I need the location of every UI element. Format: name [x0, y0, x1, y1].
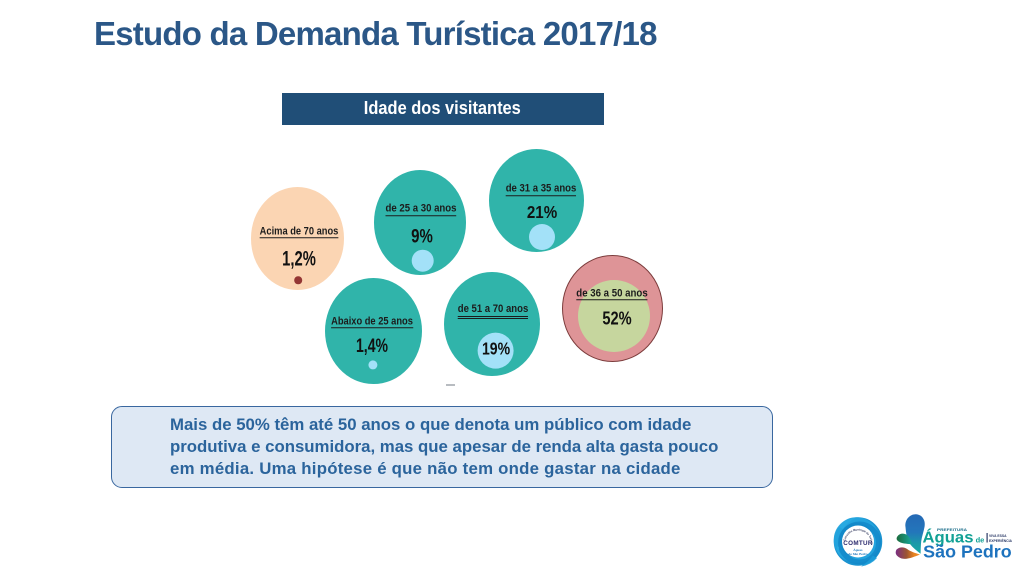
svg-text:COMTUR: COMTUR	[843, 540, 873, 547]
svg-text:PREFEITURA: PREFEITURA	[937, 528, 967, 532]
svg-text:Águas: Águas	[853, 547, 863, 552]
svg-text:Águas: Águas	[923, 528, 974, 547]
svg-text:de: de	[976, 536, 985, 545]
svg-text:São Pedro: São Pedro	[923, 541, 1011, 561]
svg-text:EXPERIÊNCIA: EXPERIÊNCIA	[989, 538, 1012, 543]
svg-text:de São Pedro: de São Pedro	[848, 552, 867, 556]
svg-text:VIVA ESSA: VIVA ESSA	[989, 533, 1007, 538]
